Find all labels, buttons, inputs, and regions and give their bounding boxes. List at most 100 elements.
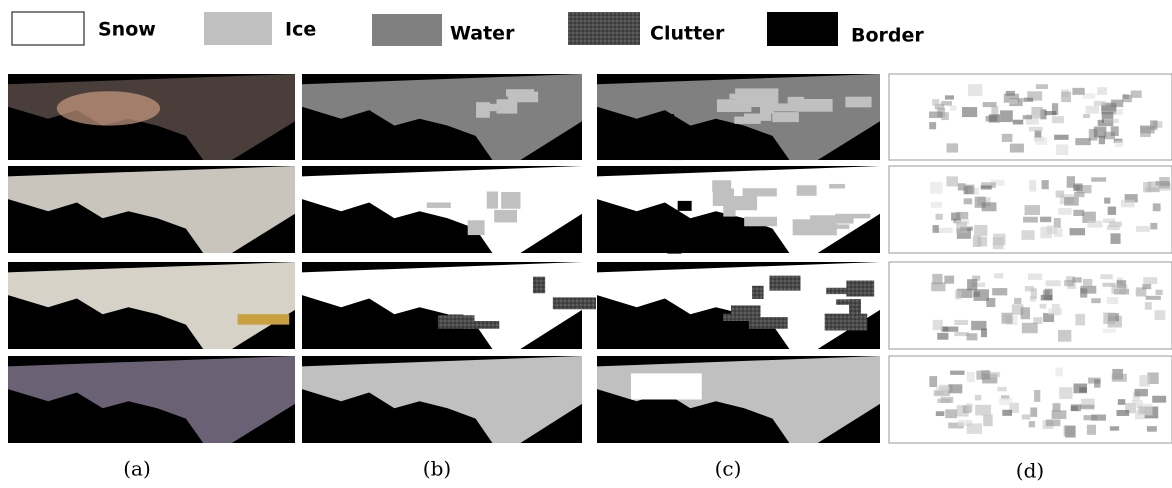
heatmap-cell <box>955 291 962 300</box>
region <box>849 299 861 315</box>
heatmap-cell <box>1014 298 1021 304</box>
heatmap-cell <box>1064 280 1074 286</box>
heatmap-cell <box>1054 228 1063 237</box>
heatmap-cell <box>1097 87 1107 95</box>
region <box>760 97 774 113</box>
heatmap-cell <box>931 202 942 208</box>
region <box>744 217 777 227</box>
heatmap-cell <box>1091 177 1106 181</box>
heatmap-cell <box>1118 399 1125 405</box>
heatmap-cell <box>948 384 962 393</box>
heatmap-cell <box>1048 308 1062 314</box>
heatmap-cell <box>1146 296 1161 300</box>
heatmap-cell <box>1083 114 1090 118</box>
caption: (a) <box>123 457 151 481</box>
heatmap-cell <box>932 99 939 106</box>
heatmap-cell <box>1116 109 1123 115</box>
heatmap-cell <box>947 143 959 152</box>
region <box>743 188 777 196</box>
heatmap-cell <box>1099 136 1105 144</box>
legend-label: Water <box>450 23 515 45</box>
heatmap-cell <box>1013 120 1023 125</box>
heatmap-cell <box>1156 290 1163 295</box>
heatmap-cell <box>1080 288 1087 298</box>
heatmap-cell <box>934 390 950 396</box>
heatmap-cell <box>1036 84 1048 89</box>
region <box>631 373 702 399</box>
heatmap-cell <box>974 225 987 236</box>
heatmap-cell <box>1001 313 1012 324</box>
heatmap-cell <box>1083 279 1092 289</box>
region <box>501 192 520 209</box>
heatmap-cell <box>967 372 975 382</box>
heatmap-cell <box>929 122 936 129</box>
heatmap-cell <box>967 333 978 340</box>
heatmap-cell <box>1147 426 1157 432</box>
heatmap-cell <box>1023 115 1032 119</box>
panel <box>889 356 1172 443</box>
block-edge <box>610 429 624 439</box>
heatmap-cell <box>1074 192 1084 197</box>
heatmap-cell <box>941 112 949 120</box>
heatmap-cell <box>1148 182 1160 193</box>
heatmap-cell <box>943 327 959 332</box>
region <box>553 297 596 309</box>
heatmap-cell <box>1045 111 1056 115</box>
heatmap-cell <box>1053 403 1061 411</box>
heatmap-cell <box>929 111 942 118</box>
block-edge <box>650 307 664 317</box>
heatmap-cell <box>1142 284 1151 289</box>
heatmap-cell <box>939 386 950 391</box>
heatmap-cell <box>1056 144 1068 155</box>
region <box>717 99 751 112</box>
heatmap-cell <box>989 114 1000 122</box>
heatmap-cell <box>956 212 968 219</box>
heatmap-cell <box>954 320 968 325</box>
heatmap-cell <box>1073 185 1079 191</box>
heatmap-cell <box>1021 307 1030 319</box>
heatmap-cell <box>1022 323 1038 333</box>
heatmap-cell <box>1034 137 1044 142</box>
heatmap-cell <box>1061 92 1071 103</box>
heatmap-cell <box>977 237 987 247</box>
heatmap-cell <box>1056 191 1064 198</box>
region <box>732 306 747 311</box>
heatmap-cell <box>958 183 966 190</box>
heatmap-cell <box>968 84 982 96</box>
swatch-border <box>767 12 838 46</box>
heatmap-cell <box>1046 419 1061 426</box>
heatmap-cell <box>1087 221 1102 228</box>
heatmap-cell <box>1136 226 1150 232</box>
heatmap-cell <box>1040 217 1051 222</box>
block-edge <box>667 244 681 254</box>
heatmap-cell <box>1021 230 1034 240</box>
heatmap-cell <box>1073 384 1087 394</box>
heatmap-cell <box>1006 91 1015 96</box>
heatmap-cell <box>990 372 1000 377</box>
region <box>508 92 538 103</box>
heatmap-cell <box>1137 404 1152 416</box>
block-edge <box>676 145 690 155</box>
heatmap-cell <box>1135 389 1148 396</box>
region <box>752 286 764 299</box>
heatmap-cell <box>1108 207 1116 215</box>
heatmap-cell <box>997 387 1006 391</box>
heatmap-cell <box>1131 91 1142 98</box>
heatmap-cell <box>1054 135 1068 140</box>
heatmap-cell <box>1058 330 1071 342</box>
heatmap-cell <box>1009 99 1017 103</box>
heatmap-cell <box>1029 421 1035 427</box>
region <box>533 277 545 294</box>
heatmap-cell <box>1153 203 1161 211</box>
region <box>463 321 499 329</box>
heatmap-cell <box>1025 286 1034 292</box>
heatmap-cell <box>1140 126 1155 133</box>
heatmap-cell <box>992 288 1007 295</box>
block-edge <box>620 141 634 151</box>
block-edge <box>665 216 679 226</box>
block-edge <box>663 326 677 336</box>
caption: (d) <box>1016 459 1044 483</box>
heatmap-cell <box>941 101 952 106</box>
heatmap-cell <box>1058 208 1072 215</box>
heatmap-cell <box>1155 310 1166 320</box>
